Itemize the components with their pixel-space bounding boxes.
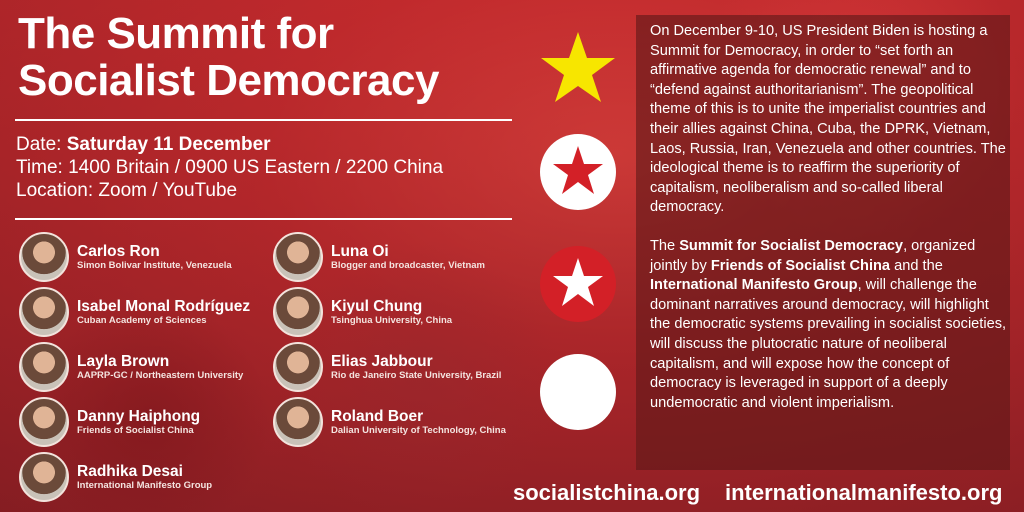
- white-circle-icon: [540, 354, 616, 430]
- divider: [15, 218, 512, 220]
- event-location: Location: Zoom / YouTube: [16, 180, 238, 201]
- speaker-item: Roland Boer Dalian University of Technolo…: [273, 397, 506, 447]
- speaker-avatar: [19, 287, 69, 337]
- speaker-affiliation: Friends of Socialist China: [77, 425, 194, 436]
- event-info: Date: Saturday 11 December Time: 1400 Br…: [16, 133, 443, 202]
- speaker-item: Elias Jabbour Rio de Janeiro State Univer…: [273, 342, 501, 392]
- speaker-avatar: [19, 452, 69, 502]
- title-line-1: The Summit for: [18, 9, 334, 58]
- speaker-item: Isabel Monal Rodríguez Cuban Academy of S…: [19, 287, 250, 337]
- speaker-item: Carlos Ron Simon Bolivar Institute, Venez…: [19, 232, 232, 282]
- speaker-name: Danny Haiphong: [77, 408, 201, 425]
- speaker-item: Radhika Desai International Manifesto Gro…: [19, 452, 212, 502]
- text: and the: [890, 257, 943, 274]
- date-label: Date:: [16, 134, 67, 155]
- text: , will challenge the dominant narratives…: [650, 277, 1007, 411]
- red-star-in-white-circle-icon: [540, 134, 616, 210]
- speaker-affiliation: Rio de Janeiro State University, Brazil: [331, 370, 502, 381]
- speaker-name: Luna Oi: [331, 243, 389, 260]
- footer-link-internationalmanifesto[interactable]: internationalmanifesto.org: [725, 480, 1003, 505]
- speaker-avatar: [19, 397, 69, 447]
- description-paragraph-2: The Summit for Socialist Democracy, orga…: [650, 237, 1012, 413]
- speaker-affiliation: Cuban Academy of Sciences: [77, 315, 207, 326]
- speaker-affiliation: Blogger and broadcaster, Vietnam: [331, 260, 485, 271]
- speaker-item: Danny Haiphong Friends of Socialist China: [19, 397, 200, 447]
- speaker-avatar: [273, 397, 323, 447]
- speaker-item: Kiyul Chung Tsinghua University, China: [273, 287, 452, 337]
- speaker-name: Elias Jabbour: [331, 353, 433, 370]
- speaker-name: Layla Brown: [77, 353, 170, 370]
- speaker-avatar: [19, 342, 69, 392]
- speaker-name: Roland Boer: [331, 408, 424, 425]
- description-paragraph-1: On December 9-10, US President Biden is …: [650, 23, 1006, 216]
- description-text: On December 9-10, US President Biden is …: [650, 22, 1012, 432]
- speaker-affiliation: Simon Bolivar Institute, Venezuela: [77, 260, 232, 271]
- divider: [15, 119, 512, 121]
- speaker-avatar: [19, 232, 69, 282]
- organizer-2: International Manifesto Group: [650, 277, 858, 294]
- title-line-2: Socialist Democracy: [18, 56, 439, 105]
- speaker-item: Luna Oi Blogger and broadcaster, Vietnam: [273, 232, 485, 282]
- speaker-affiliation: International Manifesto Group: [77, 480, 213, 491]
- white-star-in-red-circle-icon: [540, 246, 616, 322]
- speaker-name: Isabel Monal Rodríguez: [77, 298, 251, 315]
- text: , organized jointly by: [650, 237, 976, 274]
- speaker-affiliation: Dalian University of Technology, China: [331, 425, 506, 436]
- speaker-avatar: [273, 342, 323, 392]
- speaker-avatar: [273, 232, 323, 282]
- speaker-name: Radhika Desai: [77, 463, 183, 480]
- page-title: The Summit for Socialist Democracy: [18, 10, 439, 104]
- footer-link-socialistchina[interactable]: socialistchina.org: [513, 480, 701, 505]
- speaker-avatar: [273, 287, 323, 337]
- event-date: Date: Saturday 11 December: [16, 133, 443, 156]
- speaker-name: Kiyul Chung: [331, 298, 423, 315]
- organizer-1: Friends of Socialist China: [710, 257, 891, 274]
- speaker-affiliation: Tsinghua University, China: [331, 315, 453, 326]
- event-time: Time: 1400 Britain / 0900 US Eastern / 2…: [16, 157, 444, 178]
- summit-name: Summit for Socialist Democracy: [679, 237, 904, 254]
- speaker-item: Layla Brown AAPRP-GC / Northeastern Unive…: [19, 342, 243, 392]
- description-panel: [636, 15, 1010, 470]
- speaker-name: Carlos Ron: [77, 243, 160, 260]
- speaker-affiliation: AAPRP-GC / Northeastern University: [77, 370, 244, 381]
- date-value: Saturday 11 December: [66, 134, 271, 155]
- yellow-star-icon: [541, 32, 615, 102]
- text: The: [650, 237, 680, 254]
